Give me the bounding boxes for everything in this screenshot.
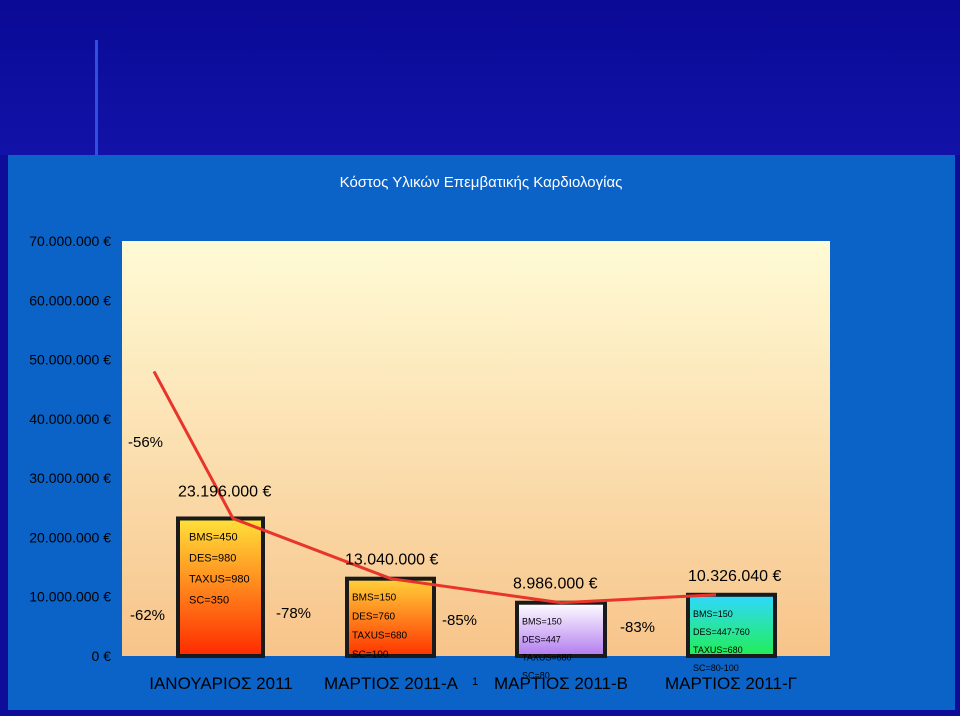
bar-item-label: BMS=150: [522, 617, 562, 627]
bar-item-label: TAXUS=680: [522, 653, 572, 663]
y-tick-label: 40.000.000 €: [29, 411, 111, 427]
header-accent-line: [95, 40, 98, 155]
bar-item-label: TAXUS=680: [693, 645, 743, 655]
y-tick-label: 20.000.000 €: [29, 529, 111, 545]
bar-item-label: SC=350: [189, 594, 229, 606]
bar-value-label: 23.196.000 €: [178, 483, 272, 500]
bar-item-label: BMS=150: [352, 593, 397, 604]
x-category-label: ΜΑΡΤΙΟΣ 2011-Β: [494, 674, 628, 693]
annotation-pct-4: -85%: [442, 612, 477, 629]
bar-item-label: BMS=450: [189, 531, 238, 543]
y-tick-label: 60.000.000 €: [29, 292, 111, 308]
bar-item-label: SC=100: [352, 650, 389, 661]
y-tick-label: 30.000.000 €: [29, 470, 111, 486]
annotation-pct-1: -56%: [128, 434, 163, 451]
y-tick-label: 10.000.000 €: [29, 589, 111, 605]
bar-3: [515, 600, 607, 659]
bar-value-label: 8.986.000 €: [513, 576, 598, 593]
bar-item-label: DES=760: [352, 612, 396, 623]
bar-value-label: 10.326.040 €: [688, 568, 782, 585]
y-tick-label: 50.000.000 €: [29, 352, 111, 368]
annotation-pct-3: -78%: [276, 605, 311, 622]
x-category-label: ΙΑΝΟΥΑΡΙΟΣ 2011: [149, 674, 293, 693]
header-band: [0, 0, 960, 155]
bar-item-label: DES=447: [522, 635, 561, 645]
x-category-label: ΜΑΡΤΙΟΣ 2011-Α: [324, 674, 459, 693]
x-category-suffix: 1: [472, 676, 478, 688]
x-category-label: ΜΑΡΤΙΟΣ 2011-Γ: [665, 674, 797, 693]
chart-title: Κόστος Υλικών Επεμβατικής Καρδιολογίας: [340, 174, 623, 191]
bar-item-label: TAXUS=680: [352, 631, 408, 642]
y-tick-label: 0 €: [92, 648, 112, 664]
bar-item-label: SC=80-100: [693, 663, 739, 673]
bar-4: [686, 592, 777, 659]
bar-item-label: DES=447-760: [693, 627, 750, 637]
bar-item-label: TAXUS=980: [189, 573, 250, 585]
bar-value-label: 13.040.000 €: [345, 552, 439, 569]
chart-panel: 0 € 10.000.000 € 20.000.000 € 30.000.000 € 4…: [8, 155, 955, 710]
y-tick-label: 70.000.000 €: [29, 233, 111, 249]
bar-item-label: BMS=150: [693, 609, 733, 619]
bar-item-label: SC=80: [522, 671, 550, 681]
bar-1: [176, 516, 265, 659]
cost-chart: 0 € 10.000.000 € 20.000.000 € 30.000.000 € 4…: [29, 174, 830, 693]
annotation-pct-5: -83%: [620, 619, 655, 636]
trend-line: [152, 370, 717, 605]
annotation-pct-2: -62%: [130, 607, 165, 624]
bar-item-label: DES=980: [189, 552, 236, 564]
